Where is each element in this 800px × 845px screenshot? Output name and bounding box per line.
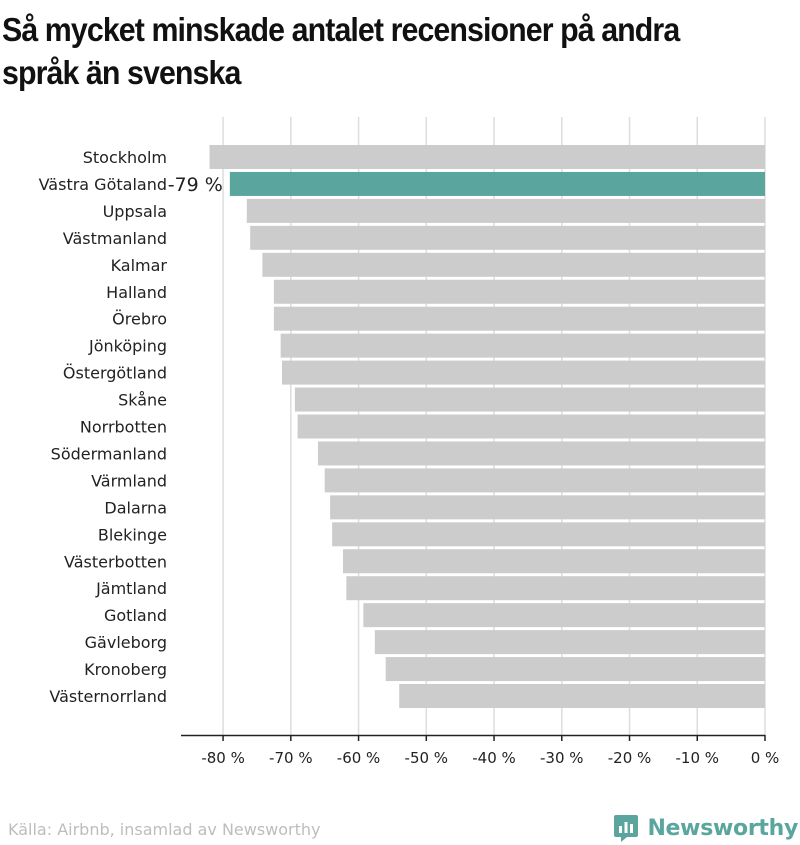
category-label: Dalarna [104,498,167,517]
category-label: Gotland [104,606,167,625]
bar [332,522,765,547]
bar [294,387,765,412]
bar [209,145,766,169]
x-tick-label: -10 % [675,749,719,767]
x-tick-label: -70 % [269,749,313,767]
x-tick-label: -40 % [472,749,516,767]
category-label: Gävleborg [85,633,167,652]
category-label: Stockholm [83,148,167,167]
category-label: Västernorrland [49,687,167,706]
x-tick-label: -80 % [201,749,245,767]
bar [330,495,765,520]
category-label: Kalmar [111,256,168,275]
bar [385,657,765,682]
category-label: Blekinge [98,525,167,544]
value-annotation: -79 % [168,174,223,196]
newsworthy-logo-icon [614,815,639,842]
bar [399,684,765,708]
category-labels: Stockholm Västra Götaland Uppsala Västmanla… [39,148,168,706]
category-label: Halland [106,283,167,302]
x-tick-label: 0 % [751,749,780,767]
bar [324,468,765,493]
bar [282,360,765,385]
bar [374,630,765,655]
x-tick-label: -50 % [405,749,449,767]
bar [250,225,765,250]
source-note: Källa: Airbnb, insamlad av Newsworthy [8,820,321,839]
bar [229,171,765,196]
brand-name: Newsworthy [647,815,798,841]
bar-chart: Stockholm Västra Götaland Uppsala Västmanla… [39,117,780,767]
bar [297,414,765,439]
bar [280,333,765,358]
brand-logo[interactable]: Newsworthy [613,813,798,843]
category-label: Värmland [91,471,167,490]
chart-title: Så mycket minskade antalet recensioner p… [2,11,680,91]
bar [273,306,765,331]
bar [273,279,765,304]
category-label: Örebro [112,310,167,329]
x-tick-label: -20 % [608,749,652,767]
x-tick-label: -60 % [337,749,381,767]
category-label: Södermanland [51,444,167,463]
bar [246,198,765,223]
category-label: Västerbotten [64,552,167,571]
category-label: Uppsala [103,202,167,221]
bar [342,549,765,574]
x-tick-label: -30 % [540,749,584,767]
bar [346,576,765,601]
bar [363,603,765,628]
category-label: Norrbotten [80,418,167,437]
category-label: Västmanland [63,229,167,248]
bars [209,145,766,708]
bar [317,441,765,466]
x-axis: -80 % -70 % -60 % -50 % -40 % -30 % -20 % -10 %… [181,734,780,767]
category-label: Kronoberg [84,660,167,679]
category-label: Skåne [118,391,167,410]
highlight-value-label: -79 % [168,174,223,196]
category-label: Jämtland [95,579,167,598]
category-label: Jönköping [88,337,167,356]
bar [262,252,765,277]
category-label: Västra Götaland [39,175,167,194]
category-label: Östergötland [63,364,167,383]
